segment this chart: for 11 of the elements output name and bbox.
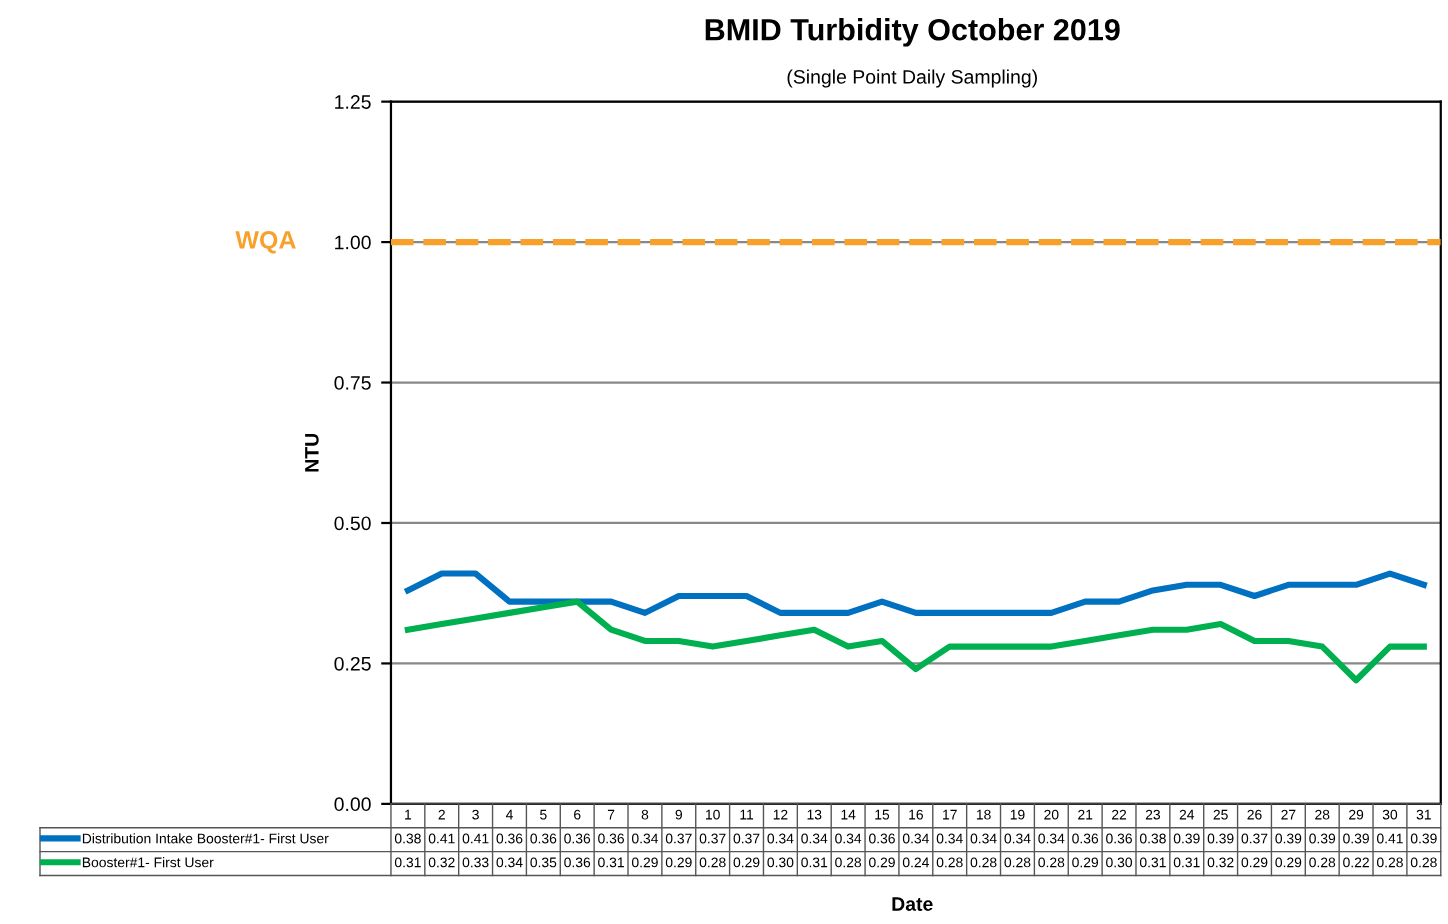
text: 0.00 [334,797,371,812]
chart-subtitle: (Single Point Daily Sampling) [787,69,1037,88]
y-axis-title: NTU [305,433,319,472]
text: 0.25 [334,656,371,671]
text: 0.75 [334,376,371,390]
chart-title: BMID Turbidity October 2019 [705,18,1120,47]
text: 1.25 [335,95,371,109]
ref-line-label: WQA [235,231,296,254]
text: 1.00 [335,235,371,250]
x-axis-title: Date [892,897,933,911]
text: 0.50 [334,516,371,531]
